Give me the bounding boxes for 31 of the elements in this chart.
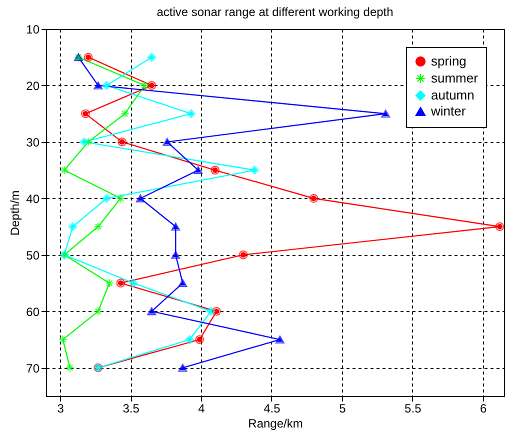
legend-label: winter bbox=[430, 104, 466, 118]
legend-label: autumn bbox=[431, 88, 474, 102]
x-tick-label: 3 bbox=[57, 402, 64, 416]
y-tick-label: 10 bbox=[26, 22, 40, 36]
x-axis-title: Range/km bbox=[248, 416, 303, 430]
x-tick-label: 5.5 bbox=[404, 402, 422, 416]
chart-title: active sonar range at different working depth bbox=[156, 5, 394, 19]
x-tick-label: 6 bbox=[480, 402, 488, 416]
point bbox=[116, 194, 126, 203]
legend-label: summer bbox=[431, 70, 479, 86]
y-tick-label: 50 bbox=[26, 248, 40, 262]
y-tick-label: 70 bbox=[26, 361, 40, 376]
x-tick-label: 4.5 bbox=[264, 402, 281, 416]
point bbox=[140, 80, 150, 90]
point bbox=[120, 109, 130, 118]
point bbox=[104, 278, 114, 288]
x-tick-label: 3.5 bbox=[122, 402, 140, 416]
y-tick-label: 20 bbox=[26, 78, 40, 93]
point bbox=[65, 363, 74, 372]
y-axis-title: Depth/m bbox=[8, 190, 22, 236]
point bbox=[60, 166, 69, 175]
y-tick-label: 30 bbox=[26, 135, 40, 150]
point bbox=[94, 222, 103, 232]
y-tick-label: 40 bbox=[26, 192, 40, 206]
point bbox=[94, 306, 103, 316]
point bbox=[84, 137, 93, 146]
x-tick-label: 4 bbox=[198, 402, 206, 416]
x-tick-label: 5 bbox=[339, 402, 346, 416]
legend-label: spring bbox=[431, 54, 466, 68]
y-tick-label: 60 bbox=[26, 304, 40, 319]
point bbox=[58, 335, 68, 344]
